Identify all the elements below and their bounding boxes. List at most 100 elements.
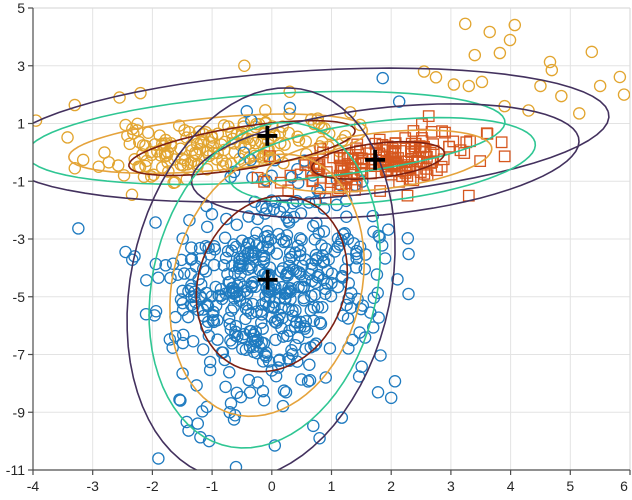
- scatter-point-cluster-blue-circles: [279, 234, 293, 248]
- scatter-point-cluster-orange-squares: [347, 153, 359, 166]
- scatter-point-cluster-blue-circles: [223, 317, 237, 331]
- scatter-point-cluster-yellow-circles: [123, 137, 137, 151]
- scatter-point-cluster-blue-circles: [128, 250, 141, 263]
- scatter-point-cluster-blue-circles: [278, 287, 292, 301]
- scatter-point-cluster-orange-squares: [374, 185, 387, 197]
- scatter-point-cluster-yellow-circles: [134, 86, 147, 100]
- scatter-point-cluster-yellow-circles: [545, 63, 559, 77]
- scatter-point-cluster-blue-circles: [242, 373, 256, 387]
- scatter-point-cluster-blue-circles: [353, 326, 366, 339]
- contour-ellipse-blue-tall: [195, 195, 349, 373]
- scatter-point-cluster-blue-circles: [166, 341, 179, 354]
- contour-ellipse-yellow-flat: [33, 90, 506, 186]
- scatter-point-cluster-yellow-circles: [458, 17, 472, 31]
- scatter-point-cluster-blue-circles: [239, 343, 253, 357]
- scatter-point-cluster-yellow-circles: [585, 45, 599, 59]
- scatter-point-cluster-blue-circles: [371, 386, 385, 399]
- scatter-point-cluster-blue-circles: [268, 439, 282, 452]
- scatter-point-cluster-blue-circles: [256, 322, 269, 335]
- scatter-point-cluster-yellow-circles: [237, 116, 251, 130]
- x-tick-label: -1: [206, 478, 219, 494]
- scatter-point-cluster-blue-circles: [234, 390, 248, 404]
- y-tick-label: 3: [17, 58, 25, 74]
- scatter-point-cluster-yellow-circles: [167, 176, 180, 190]
- scatter-point-cluster-blue-circles: [279, 385, 293, 399]
- scatter-point-cluster-blue-circles: [309, 254, 323, 267]
- scatter-point-cluster-blue-circles: [293, 266, 306, 279]
- scatter-point-cluster-blue-circles: [265, 364, 279, 377]
- scatter-point-cluster-blue-circles: [303, 374, 317, 387]
- scatter-point-cluster-yellow-circles: [305, 113, 318, 126]
- scatter-point-cluster-yellow-circles: [429, 71, 443, 84]
- scatter-point-cluster-yellow-circles: [483, 25, 496, 39]
- scatter-point-cluster-orange-squares: [314, 182, 327, 195]
- scatter-point-cluster-yellow-circles: [503, 33, 517, 47]
- contour-ellipse-squares: [190, 103, 580, 219]
- scatter-point-cluster-blue-circles: [392, 95, 406, 108]
- scatter-point-cluster-blue-circles: [261, 225, 274, 238]
- scatter-point-cluster-blue-circles: [176, 232, 189, 245]
- scatter-point-cluster-blue-circles: [319, 371, 332, 384]
- scatter-point-cluster-blue-circles: [225, 244, 239, 257]
- contour-ellipse-squares: [228, 116, 537, 206]
- scatter-point-cluster-orange-squares: [431, 164, 443, 177]
- scatter-point-cluster-orange-squares: [495, 136, 508, 149]
- x-tick-label: -4: [27, 478, 40, 494]
- y-tick-label: -11: [6, 462, 25, 478]
- scatter-point-cluster-blue-circles: [163, 333, 177, 346]
- scatter-point-cluster-blue-circles: [301, 375, 315, 388]
- scatter-point-cluster-blue-circles: [325, 276, 338, 290]
- scatter-point-cluster-blue-circles: [223, 366, 236, 379]
- scatter-point-cluster-blue-circles: [366, 321, 380, 334]
- scatter-point-cluster-orange-squares: [389, 137, 402, 150]
- scatter-point-cluster-orange-squares: [351, 138, 364, 151]
- scatter-point-cluster-yellow-circles: [243, 137, 256, 150]
- scatter-point-cluster-blue-circles: [313, 431, 326, 445]
- scatter-point-cluster-blue-circles: [245, 261, 258, 274]
- scatter-point-cluster-yellow-circles: [493, 46, 507, 60]
- scatter-point-cluster-yellow-circles: [259, 104, 272, 117]
- scatter-point-cluster-orange-squares: [386, 144, 399, 157]
- scatter-point-cluster-orange-squares: [498, 150, 511, 163]
- y-tick-label: -7: [13, 347, 26, 363]
- scatter-point-cluster-yellow-circles: [168, 153, 181, 166]
- scatter-point-cluster-blue-circles: [311, 300, 325, 314]
- contour-ellipse-yellow-flat: [68, 113, 369, 175]
- scatter-point-cluster-blue-circles: [247, 345, 260, 359]
- scatter-point-cluster-yellow-circles: [133, 135, 146, 149]
- scatter-point-cluster-blue-circles: [267, 202, 281, 216]
- scatter-point-cluster-blue-circles: [317, 273, 330, 286]
- scatter-point-cluster-blue-circles: [220, 212, 233, 226]
- contour-ellipse-blue-tall: [169, 153, 366, 418]
- scatter-point-cluster-blue-circles: [293, 232, 307, 245]
- scatter-point-cluster-yellow-circles: [76, 153, 90, 167]
- scatter-point-cluster-blue-circles: [184, 253, 198, 266]
- scatter-point-cluster-orange-squares: [251, 171, 264, 184]
- scatter-point-cluster-blue-circles: [314, 317, 328, 331]
- scatter-point-cluster-yellow-circles: [172, 119, 186, 132]
- scatter-point-cluster-blue-circles: [355, 360, 368, 373]
- scatter-point-cluster-blue-circles: [231, 330, 244, 343]
- scatter-point-cluster-orange-squares: [425, 125, 438, 138]
- scatter-point-cluster-blue-circles: [166, 257, 180, 270]
- scatter-point-cluster-blue-circles: [295, 233, 308, 247]
- scatter-point-cluster-blue-circles: [281, 329, 294, 343]
- x-tick-label: 1: [328, 478, 336, 494]
- x-tick-label: 0: [268, 478, 276, 494]
- scatter-point-cluster-blue-circles: [275, 301, 288, 315]
- centroid-plus-marker: [257, 269, 278, 290]
- x-tick-label: 5: [566, 478, 574, 494]
- scatter-point-cluster-blue-circles: [259, 289, 272, 303]
- scatter-point-cluster-blue-circles: [211, 313, 224, 327]
- scatter-point-cluster-orange-squares: [443, 140, 456, 153]
- scatter-point-cluster-blue-circles: [315, 301, 329, 314]
- scatter-point-cluster-blue-circles: [211, 333, 224, 346]
- plot-area: [33, 17, 630, 470]
- scatter-point-cluster-yellow-circles: [573, 107, 586, 120]
- scatter-point-cluster-blue-circles: [282, 214, 295, 228]
- y-tick-label: 5: [17, 0, 25, 16]
- scatter-point-cluster-yellow-circles: [211, 127, 225, 141]
- scatter-point-cluster-yellow-circles: [246, 133, 260, 147]
- scatter-point-cluster-blue-circles: [242, 259, 256, 272]
- scatter-point-cluster-blue-circles: [177, 328, 190, 342]
